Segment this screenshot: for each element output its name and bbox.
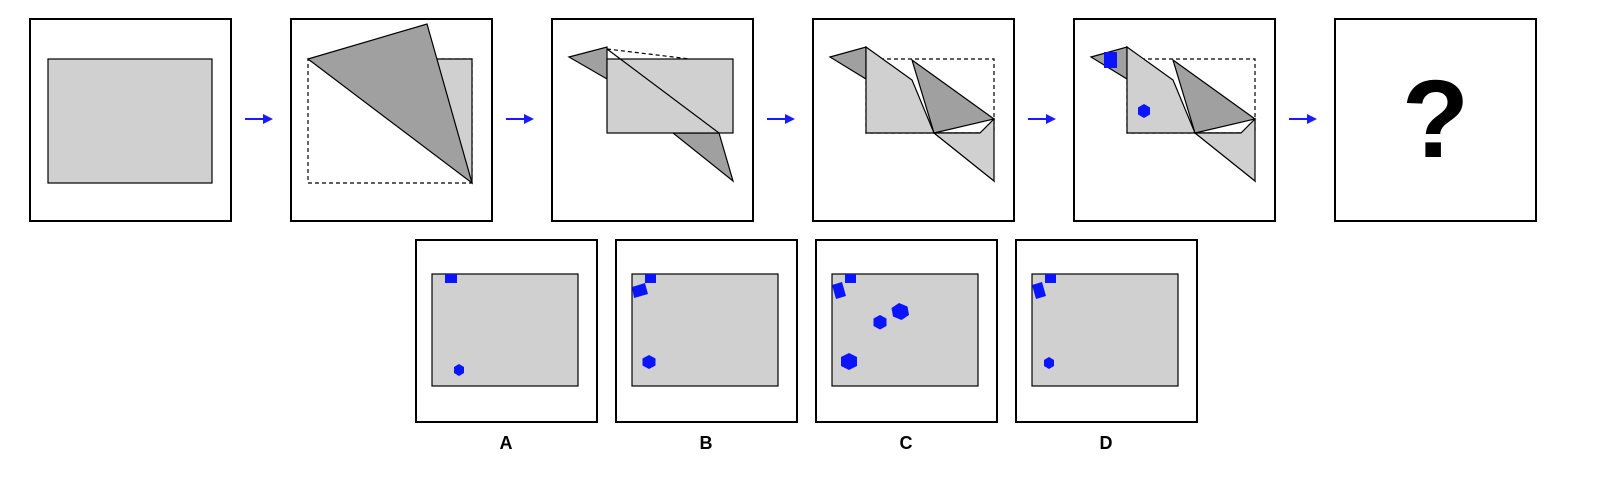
step-4-panel: [812, 18, 1015, 222]
paper-sheet: [831, 273, 979, 387]
rotated-square-hole: [632, 283, 648, 298]
option-c-label: C: [899, 433, 913, 453]
hexagon-hole: [642, 355, 656, 369]
option-a-panel[interactable]: [415, 239, 598, 423]
option-a-label: A: [499, 433, 513, 453]
hexagon-hole: [454, 364, 464, 376]
arrow-4-icon: [1028, 114, 1056, 124]
answer-panel: ?: [1334, 18, 1537, 222]
option-c-panel[interactable]: [815, 239, 998, 423]
folded-flap-upper: [1171, 58, 1257, 134]
folded-flap: [306, 23, 474, 185]
step-4-figure: [828, 45, 996, 183]
step-2-figure: [306, 23, 474, 185]
option-d-label: D: [1099, 433, 1113, 453]
step-2-panel: [290, 18, 493, 222]
paper-corner: [1193, 117, 1256, 183]
option-d-figure: [1031, 273, 1179, 387]
step-1-figure: [47, 58, 213, 184]
square-hole: [845, 274, 856, 283]
arrow-1-icon: [245, 114, 273, 124]
arrow-5-icon: [1289, 114, 1317, 124]
step-5-panel: [1073, 18, 1276, 222]
square-hole: [1045, 274, 1056, 283]
hexagon-hole: [1044, 357, 1054, 369]
paper-sheet: [431, 273, 579, 387]
option-b-figure: [631, 273, 779, 387]
question-mark: ?: [1401, 58, 1470, 181]
hexagon-hole: [1138, 104, 1150, 118]
hexagon-hole-2: [891, 303, 909, 320]
option-a-figure: [431, 273, 579, 387]
paper-sheet: [47, 58, 213, 184]
square-hole: [445, 274, 457, 283]
folded-flap-left: [567, 46, 608, 81]
hexagon-hole-3: [841, 353, 857, 370]
arrow-3-icon: [767, 114, 795, 124]
paper-sheet: [631, 273, 779, 387]
rotated-square-hole: [832, 282, 846, 299]
paper-sheet: [1031, 273, 1179, 387]
rotated-square-hole: [1032, 282, 1046, 299]
arrow-2-icon: [506, 114, 534, 124]
hexagon-hole-1: [873, 315, 887, 330]
folded-flap-upper: [910, 58, 996, 134]
option-b-panel[interactable]: [615, 239, 798, 423]
option-b-label: B: [699, 433, 713, 453]
step-5-figure: [1089, 45, 1257, 183]
folded-flap-right: [671, 132, 735, 183]
step-3-figure: [567, 46, 735, 183]
option-d-panel[interactable]: [1015, 239, 1198, 423]
step-1-panel: [29, 18, 232, 222]
square-hole: [645, 274, 656, 283]
folded-flap-left: [828, 46, 867, 81]
step-3-panel: [551, 18, 754, 222]
option-c-figure: [831, 273, 979, 387]
paper-corner: [932, 117, 995, 183]
square-hole: [1104, 52, 1117, 68]
